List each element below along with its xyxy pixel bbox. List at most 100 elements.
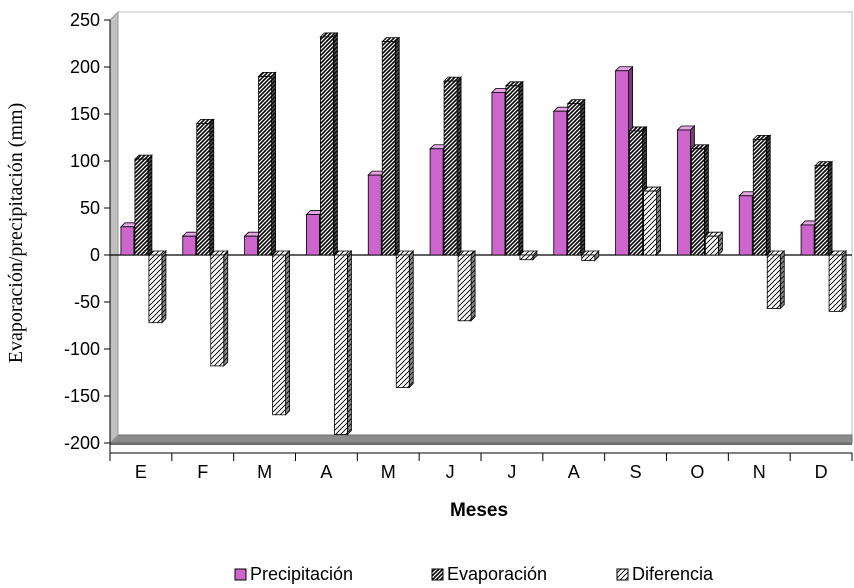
bar-diferencia <box>147 250 167 324</box>
y-tick-label: 0 <box>90 245 100 265</box>
legend-diferencia: Diferencia <box>616 564 714 584</box>
y-tick-label: -200 <box>64 433 100 453</box>
bar-front <box>443 80 458 256</box>
y-tick-label: 250 <box>70 10 100 30</box>
bar-evaporacion <box>381 36 401 256</box>
x-axis-label: Meses <box>450 500 508 521</box>
bar-side <box>285 250 290 416</box>
bar-evaporacion <box>133 154 153 256</box>
bar-side <box>347 250 352 436</box>
bar-side <box>656 186 661 256</box>
bar-evaporacion <box>319 31 339 256</box>
legend: Precipitación Evaporación Diferencia <box>234 564 714 584</box>
bar-front <box>814 165 829 256</box>
bar-evaporacion <box>443 76 463 256</box>
bar-front <box>581 254 596 262</box>
legend-evaporacion: Evaporación <box>431 564 547 584</box>
bar-front <box>120 226 135 256</box>
bar-front <box>196 123 211 256</box>
bar-side <box>518 80 524 256</box>
bar-front <box>705 235 719 256</box>
side-wall <box>109 10 119 445</box>
bar-side <box>209 118 215 256</box>
bar-front <box>677 129 691 256</box>
bar-front <box>828 254 843 312</box>
bar-front <box>272 254 286 416</box>
bar-front <box>752 138 767 256</box>
bar-evaporacion <box>195 118 215 256</box>
legend-swatch <box>234 568 247 581</box>
bar-front <box>244 235 258 256</box>
bar-evaporacion <box>752 134 772 256</box>
x-tick-label: N <box>753 462 766 482</box>
bar-front <box>553 110 568 256</box>
bar-side <box>223 250 229 367</box>
bar-diferencia <box>766 250 786 310</box>
y-axis-ticks: 250 200 150 100 50 0 -50 -100 -150 -200 <box>64 10 110 453</box>
bar-front <box>629 130 643 256</box>
bar-side <box>333 31 338 256</box>
bar-side <box>147 154 153 256</box>
bar-evaporacion <box>814 160 834 256</box>
legend-swatch <box>616 568 629 581</box>
bar-diferencia <box>395 250 415 389</box>
bar-front <box>691 148 705 256</box>
bar-diferencia <box>518 250 538 261</box>
bar-side <box>394 36 400 256</box>
bar-side <box>271 71 276 256</box>
bar-side <box>161 250 167 324</box>
bar-side <box>765 134 771 256</box>
bar-front <box>320 36 334 256</box>
x-tick-label: A <box>568 462 580 482</box>
bar-front <box>210 254 225 367</box>
bar-diferencia <box>704 231 724 256</box>
bar-evaporacion <box>257 71 277 256</box>
bar-front <box>505 85 520 256</box>
bar-diferencia <box>642 186 662 256</box>
bar-evaporacion <box>504 80 524 256</box>
bar-front <box>258 76 272 256</box>
floor-front <box>110 443 852 445</box>
bar-side <box>827 160 833 256</box>
y-tick-label: 50 <box>80 198 100 218</box>
legend-label: Diferencia <box>632 564 714 584</box>
x-tick-label: D <box>815 462 828 482</box>
x-tick-label: M <box>381 462 396 482</box>
bar-side <box>779 250 785 310</box>
bar-front <box>367 174 382 256</box>
bars-group <box>119 31 848 436</box>
bar-side <box>580 98 586 256</box>
y-tick-label: 150 <box>70 104 100 124</box>
bar-front <box>491 91 506 256</box>
bar-side <box>470 250 476 322</box>
x-tick-label: J <box>446 462 455 482</box>
x-tick-label: S <box>630 462 642 482</box>
bar-front <box>148 254 163 324</box>
bar-front <box>519 254 534 261</box>
x-tick-label: E <box>135 462 147 482</box>
legend-label: Evaporación <box>447 564 547 584</box>
bar-diferencia <box>580 250 600 262</box>
bar-front <box>381 41 396 256</box>
bar-front <box>182 235 197 256</box>
bar-front <box>615 70 629 256</box>
legend-swatch <box>431 568 444 581</box>
x-tick-label: O <box>690 462 704 482</box>
bar-front <box>306 214 320 256</box>
legend-precipitacion: Precipitación <box>234 564 353 584</box>
floor <box>108 434 853 444</box>
legend-label: Precipitación <box>250 564 353 584</box>
bar-front <box>567 103 582 256</box>
back-wall <box>117 11 853 436</box>
bar-front <box>766 254 781 309</box>
bar-diferencia <box>333 250 353 436</box>
bar-front <box>395 254 410 388</box>
bar-front <box>457 254 472 322</box>
bar-diferencia <box>209 250 229 367</box>
y-tick-label: -100 <box>64 339 100 359</box>
x-tick-label: M <box>257 462 272 482</box>
bar-side <box>456 76 462 256</box>
y-tick-label: -50 <box>74 292 100 312</box>
